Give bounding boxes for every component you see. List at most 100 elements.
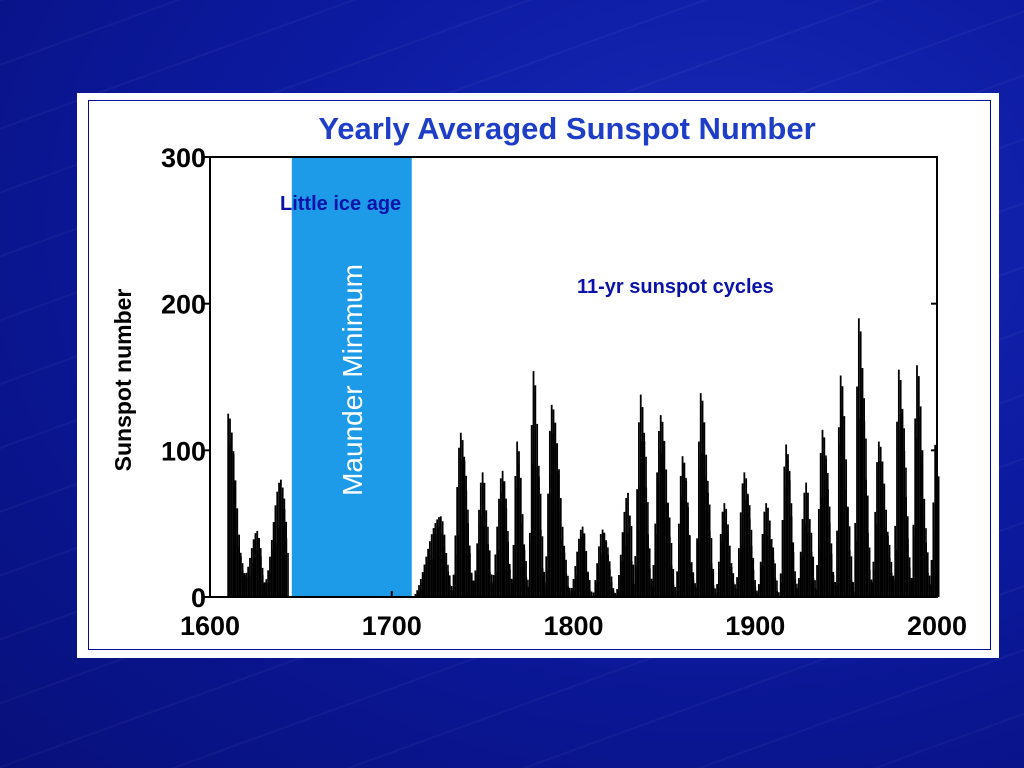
sunspot-bar: [641, 407, 644, 597]
sunspot-bar: [703, 422, 706, 597]
sunspot-bar: [252, 539, 255, 597]
sunspot-bar: [750, 545, 753, 597]
sunspot-bar: [479, 482, 482, 597]
sunspot-bar: [423, 564, 426, 597]
sunspot-bar: [245, 572, 248, 597]
sunspot-bar: [907, 538, 909, 597]
sunspot-bar: [699, 393, 702, 597]
sunspot-bar: [796, 588, 798, 597]
x-tick-label: 1800: [543, 611, 603, 641]
sunspot-bar: [645, 487, 648, 597]
sunspot-bar: [434, 523, 437, 597]
sunspot-bar: [934, 444, 937, 597]
sunspot-bar: [681, 456, 684, 597]
sunspot-bar: [416, 590, 419, 597]
sunspot-bar: [745, 478, 748, 597]
sunspot-bar: [625, 497, 628, 597]
sunspot-bar: [814, 588, 817, 597]
sunspot-bar: [616, 589, 619, 597]
sunspot-bar: [610, 581, 613, 597]
sunspot-bar: [830, 553, 833, 597]
sunspot-bar: [438, 517, 440, 597]
sunspot-bar: [596, 563, 599, 597]
sunspot-bar: [725, 508, 728, 597]
sunspot-bar: [812, 556, 815, 597]
sunspot-bar: [541, 568, 544, 597]
sunspot-bar: [887, 535, 889, 597]
sunspot-bar: [572, 578, 575, 597]
sunspot-bar: [269, 556, 271, 597]
sunspot-bar: [503, 481, 506, 597]
sunspot-bar: [441, 521, 444, 597]
sunspot-bar: [256, 531, 259, 597]
sunspot-bar: [710, 563, 713, 597]
sunspot-bar: [514, 476, 517, 597]
sunspot-bar: [581, 526, 584, 597]
sunspot-bar: [712, 568, 715, 597]
sunspot-bar: [696, 538, 698, 597]
sunspot-bar: [538, 476, 540, 597]
sunspot-bar: [465, 490, 468, 597]
sunspot-bar: [683, 462, 686, 597]
sunspot-bar: [432, 528, 435, 597]
sunspot-bar: [472, 580, 475, 597]
sunspot-bar: [779, 573, 782, 597]
sunspot-bar: [490, 582, 493, 597]
sunspot-bar: [601, 529, 604, 597]
sunspot-bar: [623, 511, 626, 597]
sunspot-bar: [588, 590, 591, 597]
sunspot-bar: [708, 531, 711, 597]
sunspot-bar: [687, 506, 689, 597]
sunspot-bar: [763, 511, 766, 597]
sunspot-bar: [458, 447, 460, 597]
sunspot-bar: [565, 573, 568, 597]
sunspot-bar: [254, 533, 257, 597]
sunspot-bar: [607, 554, 609, 597]
sunspot-bar: [845, 459, 848, 597]
sunspot-bar: [757, 584, 760, 597]
sunspot-bar: [272, 522, 275, 597]
sunspot-bar: [803, 492, 806, 597]
sunspot-bar: [877, 441, 880, 597]
sunspot-bar: [914, 418, 917, 597]
sunspot-bar: [810, 551, 813, 597]
sunspot-bar: [279, 479, 282, 597]
sunspot-bar: [418, 585, 420, 597]
sunspot-bar: [925, 542, 927, 597]
sunspot-bar: [839, 375, 842, 597]
sunspot-bar: [238, 534, 240, 597]
sunspot-bar: [454, 535, 457, 597]
sunspot-bar: [249, 557, 251, 597]
sunspot-bar: [834, 582, 837, 597]
sunspot-bar: [494, 554, 497, 597]
sunspot-bar: [761, 534, 764, 597]
sunspot-bar: [570, 587, 573, 597]
sunspot-bar: [859, 331, 862, 597]
sunspot-bar: [890, 572, 893, 597]
sunspot-bar: [841, 386, 844, 597]
sunspot-bar: [912, 524, 915, 597]
sunspot-bar: [672, 584, 675, 597]
sunspot-bar: [647, 534, 649, 597]
sunspot-bar: [232, 454, 235, 597]
sunspot-bar: [812, 578, 815, 597]
sunspot-bar: [579, 529, 582, 597]
sunspot-bar: [487, 544, 489, 597]
sunspot-bar: [419, 579, 422, 597]
sunspot-bar: [903, 450, 906, 597]
sunspot-bar: [716, 584, 718, 597]
sunspot-bar: [447, 571, 449, 597]
sunspot-bar: [752, 569, 755, 597]
sunspot-bar: [861, 368, 864, 597]
sunspot-bar: [930, 559, 933, 597]
sunspot-bar: [817, 509, 820, 597]
sunspot-bar: [874, 511, 877, 597]
sunspot-bar: [501, 470, 504, 597]
sunspot-bar: [467, 523, 469, 597]
sunspot-bar: [747, 494, 749, 597]
sunspot-bar: [667, 503, 669, 597]
sunspot-bar: [728, 545, 731, 597]
sunspot-bar: [443, 534, 446, 597]
sunspot-bar: [605, 541, 608, 597]
sunspot-bar: [808, 519, 811, 597]
